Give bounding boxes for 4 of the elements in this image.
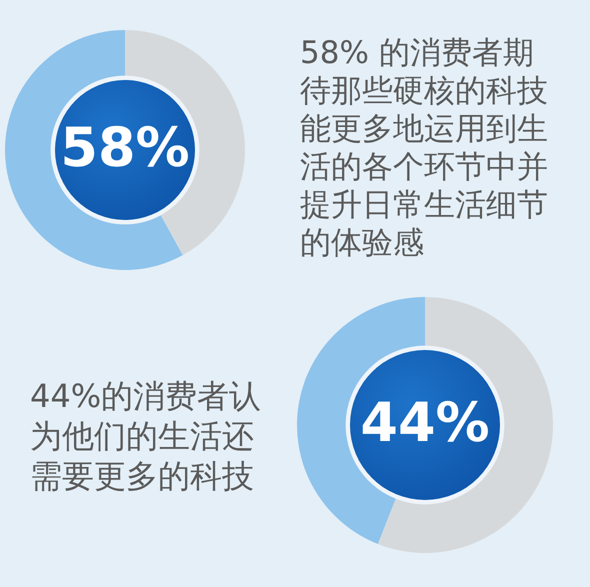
- data-label: 44%: [360, 391, 490, 454]
- data-label: 58%: [60, 116, 190, 180]
- text: 44%的消费者认为他们的生活还需要更多的科技: [30, 376, 262, 496]
- text: 58% 的消费者期待那些硬核的科技能更多地运用到生活的各个环节中并提升日常生活细节的体验感: [300, 34, 549, 262]
